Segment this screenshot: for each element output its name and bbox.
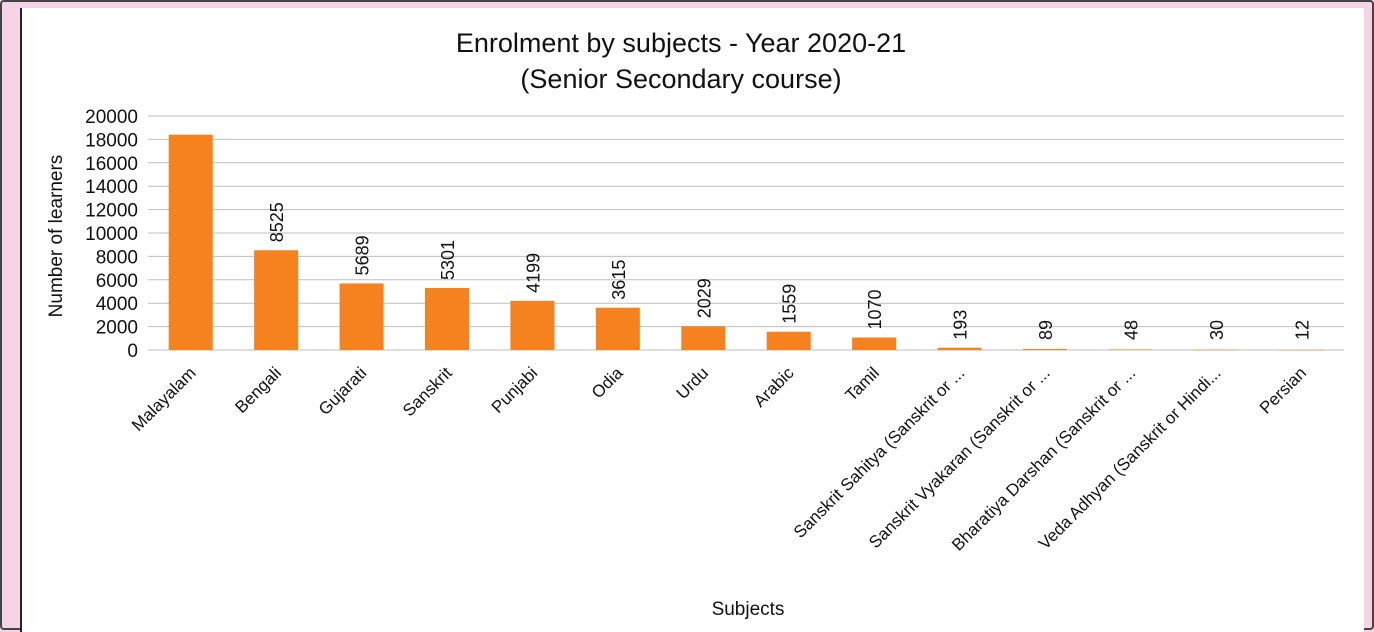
y-tick-label: 12000 bbox=[85, 201, 138, 222]
x-axis-title: Subjects bbox=[712, 599, 785, 620]
x-tick-label: Gujarati bbox=[315, 363, 371, 419]
chart-panel: Enrolment by subjects - Year 2020-21 (Se… bbox=[20, 8, 1364, 632]
x-axis-category-labels: Malayalam Bengali Gujarati Sanskrit Punjabi O… bbox=[128, 363, 1310, 555]
data-label: 193 bbox=[951, 310, 971, 340]
bar bbox=[510, 300, 555, 350]
bar bbox=[595, 307, 640, 350]
bar bbox=[1023, 348, 1067, 350]
gridlines bbox=[148, 115, 1344, 351]
x-tick-label: Tamil bbox=[841, 363, 882, 404]
y-tick-label: 18000 bbox=[85, 130, 138, 151]
bar bbox=[1108, 349, 1153, 350]
data-label: 5689 bbox=[353, 235, 373, 275]
data-label: 3615 bbox=[609, 260, 629, 300]
bar bbox=[1279, 349, 1324, 351]
y-tick-label: 0 bbox=[127, 341, 138, 362]
y-tick-label: 4000 bbox=[96, 294, 138, 315]
data-label: 5301 bbox=[438, 240, 458, 280]
x-tick-label: Sanskrit bbox=[399, 363, 456, 420]
y-tick-label: 8000 bbox=[96, 247, 138, 268]
data-label: 8525 bbox=[267, 202, 287, 242]
data-label: 12 bbox=[1292, 320, 1312, 340]
bar bbox=[937, 347, 982, 350]
data-label: 30 bbox=[1207, 320, 1227, 340]
data-label: 4199 bbox=[523, 253, 543, 293]
bar-chart: Enrolment by subjects - Year 2020-21 (Se… bbox=[46, 28, 1344, 620]
bar bbox=[852, 337, 897, 350]
bar bbox=[1193, 349, 1238, 351]
y-tick-label: 10000 bbox=[85, 224, 138, 245]
x-tick-label: Odia bbox=[588, 363, 627, 402]
x-tick-label: Bengali bbox=[231, 363, 285, 417]
y-axis-title: Number of learners bbox=[46, 155, 67, 318]
bar bbox=[681, 326, 726, 350]
bar bbox=[766, 331, 811, 350]
x-tick-label: Punjabi bbox=[488, 363, 542, 417]
y-tick-label: 20000 bbox=[85, 107, 138, 128]
data-labels: 8525 5689 5301 4199 3615 2029 1559 1070 193 89 48 3… bbox=[267, 202, 1312, 340]
y-tick-label: 6000 bbox=[96, 271, 138, 292]
chart-title: Enrolment by subjects - Year 2020-21 bbox=[456, 28, 906, 58]
bar bbox=[168, 134, 213, 350]
x-tick-label: Bharatiya Darshan (Sanskrit or ... bbox=[948, 363, 1139, 554]
x-tick-label: Persian bbox=[1256, 363, 1310, 417]
bars bbox=[168, 134, 1324, 351]
x-tick-label: Sanskrit Sahitya (Sanskrit or ... bbox=[790, 363, 968, 541]
x-tick-label: Sanskrit Vyakaran (Sanskrit or ... bbox=[865, 363, 1054, 552]
bar bbox=[425, 287, 469, 350]
data-label: 89 bbox=[1036, 320, 1056, 340]
chart-subtitle: (Senior Secondary course) bbox=[520, 64, 841, 94]
x-tick-label: Arabic bbox=[750, 363, 798, 411]
x-tick-label: Veda Adhyan (Sanskrit or Hindi... bbox=[1035, 363, 1225, 553]
bar bbox=[254, 250, 299, 350]
y-tick-label: 2000 bbox=[96, 318, 138, 339]
data-label: 1559 bbox=[780, 284, 800, 324]
y-tick-label: 14000 bbox=[85, 177, 138, 198]
data-label: 2029 bbox=[694, 278, 714, 318]
y-tick-label: 16000 bbox=[85, 154, 138, 175]
x-tick-label: Malayalam bbox=[128, 363, 200, 435]
x-tick-label: Urdu bbox=[673, 363, 712, 402]
data-label: 1070 bbox=[865, 289, 885, 329]
data-label: 48 bbox=[1121, 320, 1141, 340]
bar bbox=[339, 283, 384, 350]
